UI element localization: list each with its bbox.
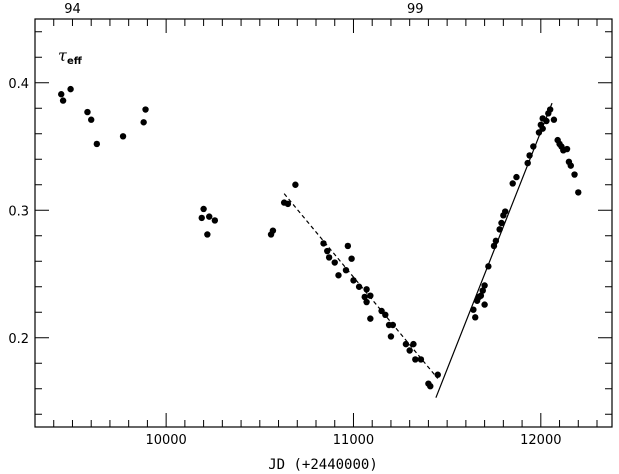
- data-point: [571, 171, 578, 178]
- x-tick-labels: 10000 11000 12000: [145, 433, 561, 448]
- plot-frame: [34, 18, 613, 428]
- data-point: [546, 106, 554, 113]
- data-point: [530, 143, 537, 150]
- annotation-subscript: eff: [67, 56, 83, 67]
- data-point: [284, 200, 292, 208]
- x-tick-label: 11000: [333, 433, 374, 448]
- y-tick-labels: 0.2 0.3 0.4: [8, 77, 29, 347]
- solid-trend-line: [435, 102, 553, 398]
- data-point: [492, 237, 500, 245]
- data-point: [355, 283, 363, 290]
- data-point: [550, 116, 558, 123]
- data-point: [477, 292, 485, 299]
- data-point: [67, 85, 74, 93]
- data-point: [412, 356, 419, 363]
- data-point: [344, 242, 352, 250]
- data-point: [350, 277, 357, 284]
- annotation-tau: τ: [58, 46, 68, 65]
- data-point: [58, 91, 65, 98]
- data-point: [88, 116, 95, 123]
- top-axis-labels: 94 99: [64, 2, 423, 17]
- data-point: [543, 117, 550, 125]
- data-point: [502, 208, 509, 215]
- data-point: [119, 133, 127, 140]
- top-axis-label: 99: [407, 2, 424, 17]
- y-tick-label: 0.4: [8, 77, 29, 92]
- data-point: [434, 371, 441, 378]
- data-point: [389, 321, 397, 329]
- data-point: [387, 333, 395, 340]
- data-point: [140, 119, 147, 126]
- data-point: [269, 227, 277, 234]
- data-point: [331, 259, 338, 266]
- data-point: [363, 286, 370, 293]
- data-point: [93, 140, 101, 148]
- data-point: [142, 106, 149, 113]
- data-point: [490, 242, 498, 250]
- y-tick-label: 0.3: [8, 204, 29, 219]
- data-point: [361, 293, 368, 301]
- x-axis-label: JD (+2440000): [268, 457, 378, 473]
- data-point: [367, 292, 374, 299]
- x-tick-label: 10000: [145, 433, 186, 448]
- data-point: [526, 152, 533, 159]
- data-point: [200, 205, 207, 213]
- data-point: [206, 213, 213, 220]
- data-point: [496, 226, 503, 233]
- data-point: [472, 314, 479, 321]
- data-point: [539, 125, 546, 132]
- data-point: [513, 173, 520, 181]
- data-point: [335, 272, 342, 279]
- data-point: [417, 356, 425, 363]
- data-point: [498, 219, 505, 227]
- data-point: [509, 180, 516, 187]
- data-point: [481, 301, 488, 308]
- data-point: [524, 159, 531, 167]
- data-point: [382, 311, 389, 318]
- data-point: [427, 383, 434, 390]
- data-point: [211, 217, 219, 224]
- data-point: [292, 181, 299, 188]
- data-point: [563, 145, 571, 153]
- data-point: [59, 97, 67, 104]
- top-axis-label: 94: [64, 2, 81, 17]
- data-point: [367, 315, 374, 322]
- data-point: [320, 240, 327, 247]
- y-tick-label: 0.2: [8, 332, 29, 347]
- data-point: [479, 287, 486, 294]
- data-point: [470, 306, 477, 313]
- data-point: [324, 247, 331, 255]
- data-point: [406, 347, 413, 354]
- data-point: [198, 214, 205, 222]
- axis-ticks: [34, 19, 612, 427]
- data-point: [402, 340, 410, 348]
- data-point: [204, 231, 211, 238]
- data-points: [58, 85, 582, 390]
- data-point: [348, 255, 355, 262]
- data-point: [410, 340, 417, 348]
- data-point: [325, 254, 333, 261]
- x-tick-label: 12000: [520, 433, 561, 448]
- data-point: [342, 266, 350, 274]
- data-point: [481, 282, 488, 289]
- data-point: [84, 108, 91, 116]
- data-point: [567, 162, 574, 169]
- data-point: [575, 189, 582, 196]
- data-point: [363, 298, 370, 306]
- data-point: [485, 263, 492, 270]
